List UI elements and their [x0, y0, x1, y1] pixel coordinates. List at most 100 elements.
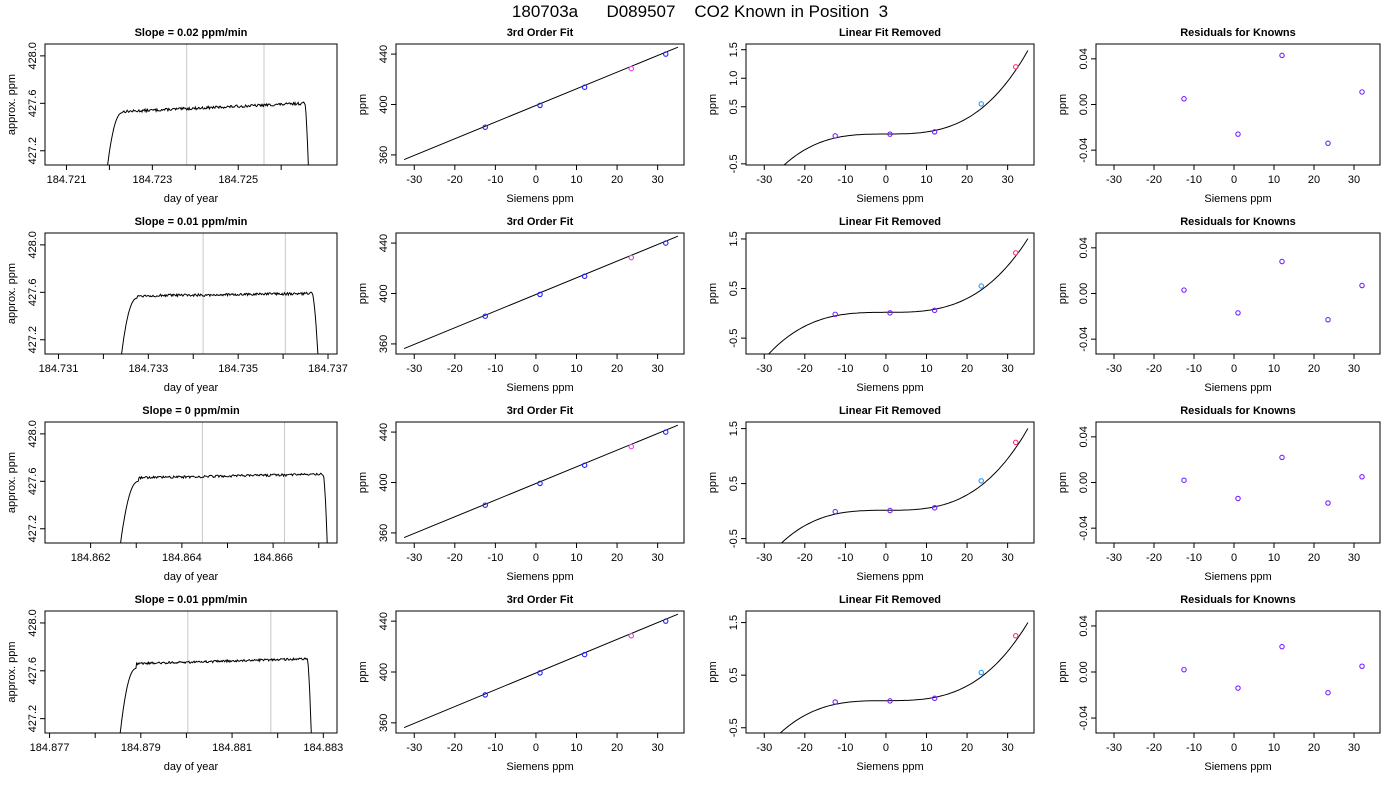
x-tick-label: 0: [1231, 552, 1237, 564]
panel-title: Residuals for Knowns: [1180, 216, 1296, 228]
data-point: [1181, 96, 1187, 102]
x-tick-label: -20: [447, 552, 463, 564]
x-tick-label: 20: [611, 742, 623, 754]
x-tick-label: 10: [920, 363, 932, 375]
x-tick-label: 184.725: [218, 174, 258, 186]
x-tick-label: 184.735: [218, 363, 258, 375]
y-tick-label: 427.6: [27, 90, 39, 118]
y-tick-label: 428.0: [27, 42, 39, 70]
data-point: [1235, 131, 1241, 137]
x-tick-label: 0: [1231, 363, 1237, 375]
x-tick-label: 184.733: [128, 363, 168, 375]
time-series-trace: [119, 657, 312, 733]
x-tick-label: -20: [447, 363, 463, 375]
x-tick-label: 20: [611, 363, 623, 375]
y-tick-label: 440: [378, 234, 390, 252]
plot-frame: [1095, 610, 1381, 734]
x-tick-label: 30: [1348, 552, 1360, 564]
x-tick-label: 10: [920, 742, 932, 754]
panel-title: Slope = 0.01 ppm/min: [135, 216, 248, 228]
x-axis-label: Siemens ppm: [856, 761, 923, 773]
data-point: [1359, 89, 1365, 95]
x-tick-label: 184.881: [212, 742, 252, 754]
panel-linear-removed-row-3: Linear Fit Removed -30 -20 -10 0 10 20 30 -0.5 0.…: [707, 405, 1035, 583]
y-tick-label: 0.00: [1078, 94, 1090, 115]
x-tick-label: 0: [883, 363, 889, 375]
y-tick-label: 0.00: [1078, 661, 1090, 682]
panel-time-series-row-4: Slope = 0.01 ppm/min 184.877 184.879 184.88…: [6, 594, 343, 773]
x-tick-label: 30: [652, 174, 664, 186]
panel-time-series-row-2: Slope = 0.01 ppm/min 184.731 184.733 184.73…: [6, 216, 348, 394]
x-axis-label: day of year: [164, 571, 219, 583]
data-point: [482, 692, 488, 698]
data-layer: [403, 424, 679, 539]
y-axis-label: approx. ppm: [6, 452, 18, 513]
data-point: [978, 101, 985, 107]
y-tick-label: 1.5: [728, 421, 740, 436]
data-point: [1235, 310, 1241, 316]
y-tick-label: 1.0: [728, 71, 740, 86]
data-point: [1325, 689, 1331, 696]
plot-frame: [745, 232, 1035, 355]
x-tick-label: 184.864: [162, 552, 202, 564]
y-tick-label: 360: [378, 146, 390, 164]
x-tick-label: 184.723: [132, 174, 172, 186]
data-point: [1279, 258, 1285, 265]
plot-frame: [44, 43, 338, 166]
y-tick-label: 0.5: [728, 476, 740, 491]
x-tick-label: 184.731: [39, 363, 79, 375]
y-tick-label: 0.5: [728, 668, 740, 683]
x-tick-label: -20: [447, 174, 463, 186]
y-tick-label: 0.5: [728, 281, 740, 296]
x-tick-label: -10: [1186, 552, 1202, 564]
x-tick-label: -30: [756, 552, 772, 564]
data-point: [931, 307, 938, 314]
y-tick-label: 1.5: [728, 231, 740, 246]
y-axis-label: ppm: [1057, 94, 1069, 115]
panel-title: Residuals for Knowns: [1180, 27, 1296, 39]
x-tick-label: -10: [1186, 742, 1202, 754]
y-tick-label: 0.5: [728, 99, 740, 114]
x-tick-label: -30: [1106, 363, 1122, 375]
data-point: [537, 102, 543, 109]
data-point: [832, 699, 838, 705]
x-tick-label: 10: [920, 174, 932, 186]
x-tick-label: 30: [1348, 174, 1360, 186]
time-series-trace: [120, 472, 328, 543]
x-tick-label: 30: [1002, 363, 1014, 375]
panel-title: 3rd Order Fit: [507, 216, 574, 228]
x-tick-label: -20: [447, 742, 463, 754]
plot-frame: [44, 421, 338, 544]
x-tick-label: -30: [756, 174, 772, 186]
data-point: [1325, 317, 1331, 323]
panel-title: 3rd Order Fit: [507, 594, 574, 606]
y-tick-label: 400: [378, 284, 390, 302]
data-point: [1325, 500, 1331, 506]
x-tick-label: 184.877: [30, 742, 70, 754]
x-tick-label: 30: [652, 742, 664, 754]
data-point: [1359, 663, 1365, 669]
y-tick-label: 427.6: [27, 657, 39, 685]
x-tick-label: 10: [920, 552, 932, 564]
y-tick-label: 0.04: [1078, 615, 1090, 636]
y-axis-label: approx. ppm: [6, 74, 18, 135]
time-series-trace: [121, 291, 319, 354]
data-point: [887, 507, 893, 514]
x-tick-label: 0: [533, 552, 539, 564]
y-axis-label: ppm: [1057, 283, 1069, 304]
x-tick-label: 184.879: [121, 742, 161, 754]
panel-fit-row-3: 3rd Order Fit -30 -20 -10 0 10 20 30 360 400 440 Si…: [357, 405, 685, 583]
y-tick-label: -0.5: [728, 718, 740, 737]
data-point: [482, 124, 488, 130]
panel-linear-removed-row-2: Linear Fit Removed -30 -20 -10 0 10 20 30 -0.5 0.…: [707, 216, 1035, 394]
y-tick-label: -0.04: [1078, 516, 1090, 541]
x-axis-label: day of year: [164, 761, 219, 773]
x-tick-label: 0: [883, 742, 889, 754]
data-layer: [403, 613, 679, 728]
y-axis-label: approx. ppm: [6, 263, 18, 324]
y-tick-label: 428.0: [27, 420, 39, 448]
panel-title: Slope = 0.01 ppm/min: [135, 594, 248, 606]
y-axis-label: ppm: [357, 472, 369, 493]
data-layer: [779, 622, 1029, 733]
y-tick-label: 1.5: [728, 615, 740, 630]
